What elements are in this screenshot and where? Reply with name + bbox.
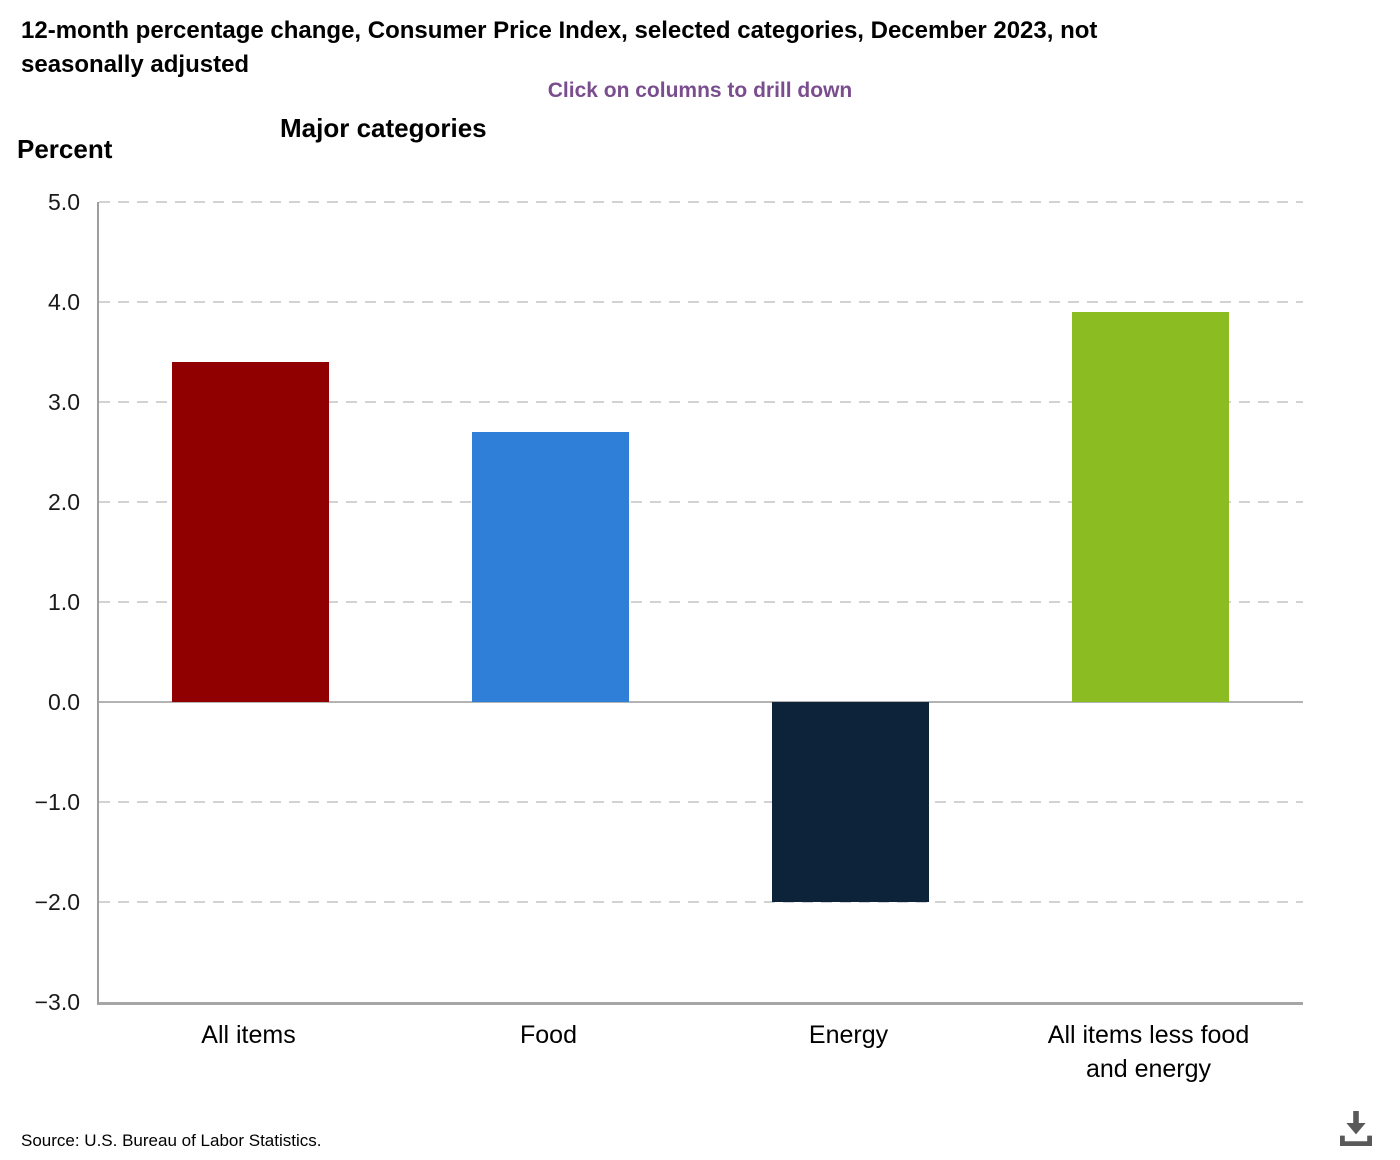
bar-energy[interactable] [772, 702, 929, 902]
y-tick-label: −2.0 [34, 889, 80, 915]
grid-line [99, 301, 1303, 303]
x-tick-label: Energy [808, 1021, 889, 1049]
y-axis-title: Percent [17, 134, 113, 164]
download-button[interactable] [1332, 1102, 1380, 1150]
y-tick-label: 3.0 [48, 389, 80, 415]
x-tick-label: All items [201, 1021, 296, 1049]
y-tick-label: 0.0 [48, 689, 80, 715]
group-title: Major categories [280, 113, 487, 143]
y-tick-label: 5.0 [48, 189, 80, 215]
x-tick-label: Food [520, 1021, 577, 1049]
grid-line [99, 901, 1303, 903]
grid-line [99, 801, 1303, 803]
y-tick-label: 1.0 [48, 589, 80, 615]
download-icon [1340, 1111, 1372, 1146]
bar-all-items-less-food-and-energy[interactable] [1072, 312, 1229, 702]
x-axis-labels: All items Food Energy All items less food a… [97, 1018, 1301, 1108]
grid-line [99, 201, 1303, 203]
bar-all-items[interactable] [172, 362, 329, 702]
y-tick-label: 4.0 [48, 289, 80, 315]
y-tick-label: 2.0 [48, 489, 80, 515]
y-axis-labels: 5.0 4.0 3.0 2.0 1.0 0.0 −1.0 −2.0 −3.0 [0, 189, 80, 1015]
x-tick-label: All items less food and energy [1047, 1021, 1250, 1083]
grid-line [99, 401, 1303, 403]
y-tick-label: −1.0 [34, 789, 80, 815]
source-note: Source: U.S. Bureau of Labor Statistics. [21, 1131, 322, 1150]
y-tick-label: −3.0 [34, 989, 80, 1015]
chart-title: 12-month percentage change, Consumer Pri… [21, 17, 1098, 78]
zero-line [99, 701, 1303, 703]
drilldown-hint: Click on columns to drill down [547, 79, 853, 102]
plot-area [97, 201, 1303, 1005]
bar-food[interactable] [472, 432, 629, 702]
grid-line [99, 501, 1303, 503]
grid-line [99, 601, 1303, 603]
